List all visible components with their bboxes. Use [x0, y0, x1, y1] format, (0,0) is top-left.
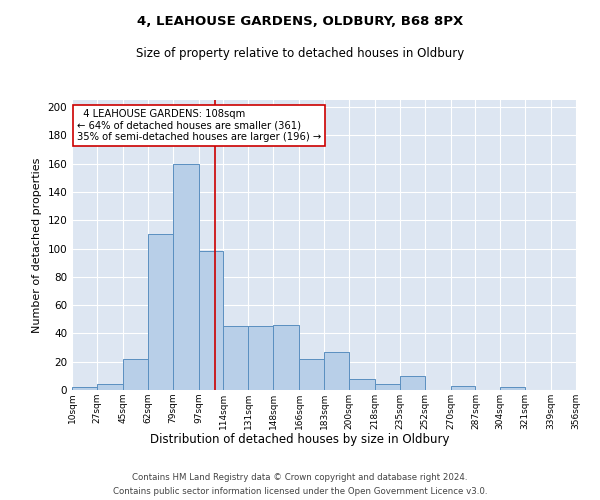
Bar: [223, 326, 248, 390]
Text: Distribution of detached houses by size in Oldbury: Distribution of detached houses by size …: [150, 432, 450, 446]
Bar: [299, 359, 324, 390]
Bar: [97, 384, 123, 390]
Bar: [400, 376, 425, 390]
Text: 4, LEAHOUSE GARDENS, OLDBURY, B68 8PX: 4, LEAHOUSE GARDENS, OLDBURY, B68 8PX: [137, 15, 463, 28]
Bar: [576, 387, 600, 390]
Bar: [199, 252, 223, 390]
Text: Contains public sector information licensed under the Open Government Licence v3: Contains public sector information licen…: [113, 488, 487, 496]
Bar: [324, 352, 349, 390]
Text: Size of property relative to detached houses in Oldbury: Size of property relative to detached ho…: [136, 48, 464, 60]
Bar: [248, 326, 273, 390]
Text: Contains HM Land Registry data © Crown copyright and database right 2024.: Contains HM Land Registry data © Crown c…: [132, 472, 468, 482]
Text: 4 LEAHOUSE GARDENS: 108sqm
← 64% of detached houses are smaller (361)
35% of sem: 4 LEAHOUSE GARDENS: 108sqm ← 64% of deta…: [77, 108, 321, 142]
Bar: [273, 325, 299, 390]
Bar: [451, 386, 475, 390]
Bar: [72, 387, 97, 390]
Bar: [500, 387, 525, 390]
Bar: [173, 164, 199, 390]
Bar: [349, 378, 375, 390]
Bar: [148, 234, 173, 390]
Bar: [123, 359, 148, 390]
Y-axis label: Number of detached properties: Number of detached properties: [32, 158, 42, 332]
Bar: [375, 384, 400, 390]
